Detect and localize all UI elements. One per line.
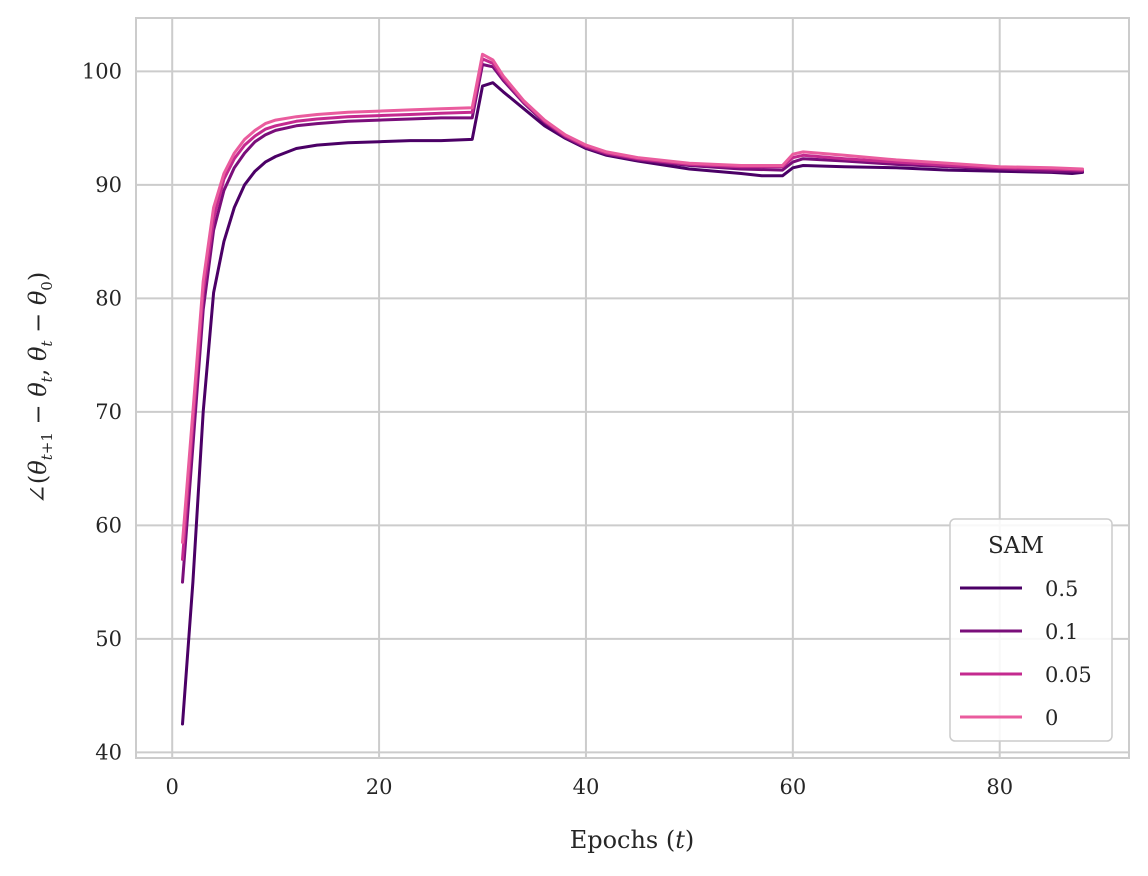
y-tick-label: 40 (95, 740, 122, 764)
y-axis-label: ∠(θt+1 − θt, θt − θ0) (24, 272, 56, 504)
x-tick-label: 80 (986, 775, 1013, 799)
legend-label-0.05: 0.05 (1045, 663, 1092, 687)
legend-label-0.5: 0.5 (1045, 577, 1078, 601)
x-tick-label: 40 (573, 775, 600, 799)
y-tick-label: 70 (95, 400, 122, 424)
series-lines (181, 52, 1084, 726)
x-tick-label: 20 (366, 775, 393, 799)
y-tick-label: 90 (95, 173, 122, 197)
y-tick-label: 60 (95, 513, 122, 537)
series-line-0 (181, 52, 1084, 544)
x-tick-label: 60 (779, 775, 806, 799)
legend: SAM 0.5 0.1 0.05 0 (949, 518, 1113, 742)
series-line-0.5 (181, 81, 1084, 726)
tick-labels: 0 20 40 60 80 40 50 60 70 80 90 100 (82, 59, 1013, 799)
legend-label-0: 0 (1045, 706, 1058, 730)
y-tick-label: 80 (95, 286, 122, 310)
x-tick-label: 0 (166, 775, 179, 799)
legend-title: SAM (988, 533, 1044, 559)
legend-label-0.1: 0.1 (1045, 620, 1078, 644)
x-axis-label: Epochs (t) (570, 826, 695, 854)
y-tick-label: 100 (82, 59, 122, 83)
y-tick-label: 50 (95, 627, 122, 651)
series-line-0.1 (181, 63, 1084, 584)
series-line-0.05 (181, 57, 1084, 561)
legend-box (949, 518, 1113, 742)
